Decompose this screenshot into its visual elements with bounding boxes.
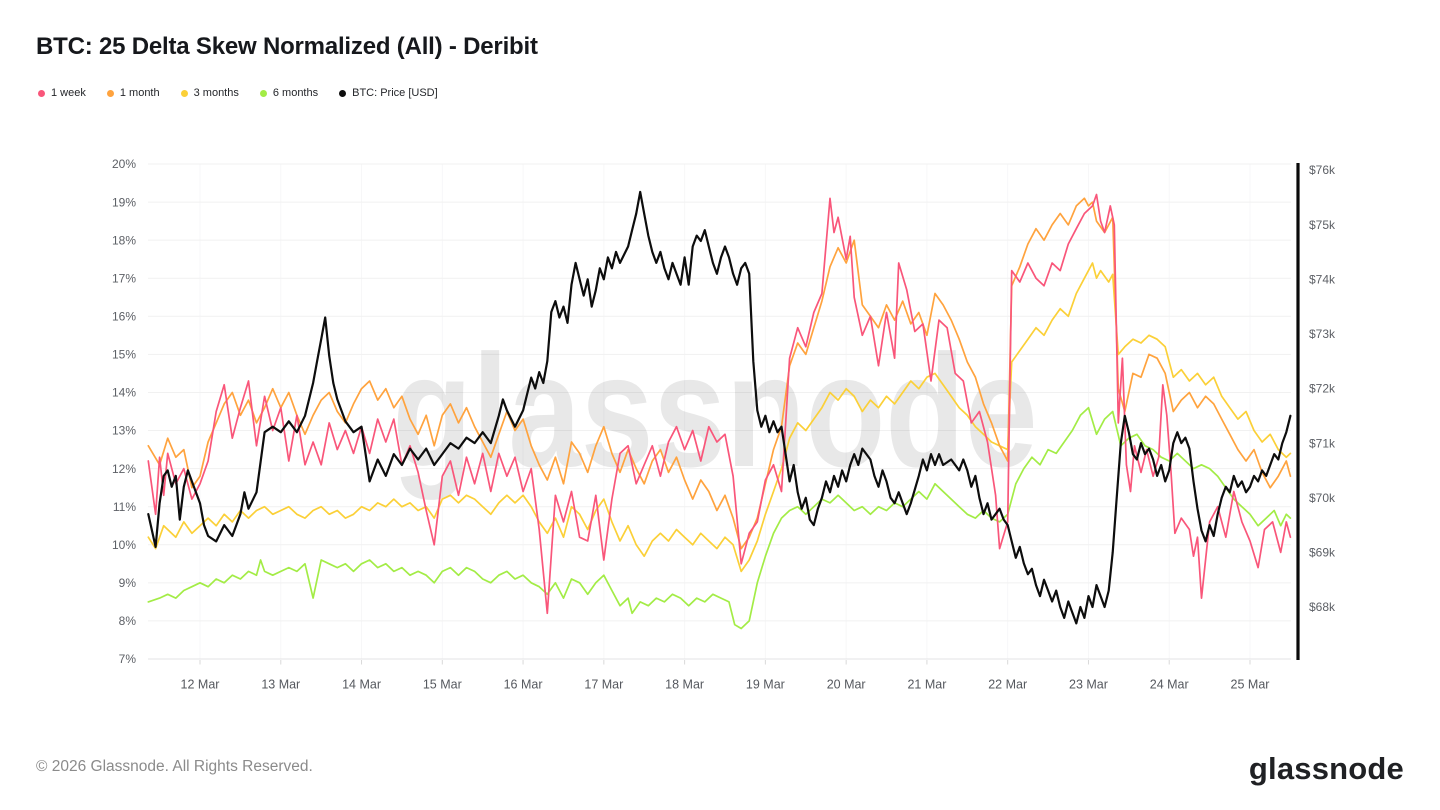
left-axis-label: 13%	[112, 424, 136, 438]
x-tick-label: 25 Mar	[1231, 678, 1270, 692]
left-axis-label: 14%	[112, 386, 136, 400]
x-tick-label: 13 Mar	[261, 678, 300, 692]
legend-label-3-months: 3 months	[193, 87, 239, 99]
right-axis-label: $73k	[1309, 327, 1336, 341]
left-axis-label: 8%	[119, 614, 137, 628]
x-tick-label: 14 Mar	[342, 678, 381, 692]
legend-item-btc-price-usd[interactable]: BTC: Price [USD]	[339, 87, 438, 99]
left-axis-label: 20%	[112, 157, 136, 171]
x-tick-label: 20 Mar	[827, 678, 866, 692]
right-axis-label: $75k	[1309, 218, 1336, 232]
series-line-1-week	[147, 193, 1292, 615]
glassnode-logo: glassnode	[1248, 751, 1404, 786]
x-tick-label: 21 Mar	[907, 678, 946, 692]
x-tick-label: 23 Mar	[1069, 678, 1108, 692]
left-axis-label: 11%	[113, 500, 136, 514]
left-axis-label: 17%	[112, 271, 136, 285]
legend-item-6-months[interactable]: 6 months	[259, 87, 319, 99]
legend-swatch-6-months	[259, 89, 267, 97]
right-axis-label: $68k	[1309, 600, 1336, 614]
left-axis-label: 15%	[112, 348, 136, 362]
right-axis-label: $74k	[1309, 272, 1336, 286]
left-axis-label: 10%	[112, 538, 136, 552]
left-axis-label: 18%	[112, 233, 136, 247]
legend-label-btc-price-usd: BTC: Price [USD]	[352, 87, 438, 99]
left-axis-label: 12%	[112, 462, 136, 476]
legend-label-1-week: 1 week	[51, 87, 86, 99]
series-layer	[147, 190, 1292, 630]
legend: 1 week 1 month 3 months 6 months BTC: Price …	[38, 87, 438, 99]
legend-swatch-3-months	[180, 89, 188, 97]
right-axis-label: $70k	[1309, 491, 1336, 505]
x-tick-label: 16 Mar	[504, 678, 543, 692]
right-axis-label: $69k	[1309, 546, 1336, 560]
x-tick-label: 22 Mar	[988, 678, 1027, 692]
x-tick-label: 17 Mar	[584, 678, 623, 692]
right-axis-label: $71k	[1309, 436, 1336, 450]
series-line-3-months	[147, 262, 1292, 573]
series-line-btc-price-usd	[147, 190, 1292, 625]
legend-label-1-month: 1 month	[119, 87, 160, 99]
legend-swatch-1-week	[38, 89, 45, 97]
right-axis-label: $76k	[1309, 163, 1336, 177]
legend-item-3-months[interactable]: 3 months	[180, 87, 239, 99]
x-tick-label: 19 Mar	[746, 678, 785, 692]
axis-labels-layer: 12 Mar 13 Mar 14 Mar 15 Mar 16 Mar 17 Mar 18 M…	[112, 157, 1336, 691]
copyright-text: © 2026 Glassnode. All Rights Reserved.	[36, 758, 313, 775]
x-tick-label: 18 Mar	[665, 678, 704, 692]
legend-item-1-week[interactable]: 1 week	[38, 87, 86, 99]
x-tick-label: 24 Mar	[1150, 678, 1189, 692]
series-line-6-months	[147, 406, 1292, 630]
left-axis-label: 9%	[119, 576, 137, 590]
legend-item-1-month[interactable]: 1 month	[106, 87, 160, 99]
x-tick-label: 15 Mar	[423, 678, 462, 692]
legend-swatch-btc-price-usd	[339, 89, 347, 97]
right-axis-label: $72k	[1309, 382, 1336, 396]
legend-label-6-months: 6 months	[272, 87, 319, 99]
left-axis-label: 7%	[119, 652, 137, 666]
x-tick-label: 12 Mar	[181, 678, 220, 692]
page-title: BTC: 25 Delta Skew Normalized (All) - De…	[36, 33, 538, 60]
left-axis-label: 16%	[112, 310, 136, 324]
left-axis-label: 19%	[112, 195, 136, 209]
legend-swatch-1-month	[106, 89, 114, 97]
